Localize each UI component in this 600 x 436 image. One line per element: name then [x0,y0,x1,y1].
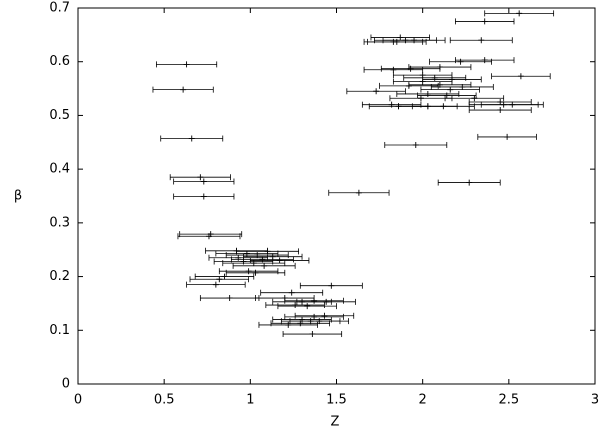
point [509,101,516,108]
y-tick-label: 0.3 [49,215,70,230]
point [304,303,311,310]
point [390,66,397,73]
point [207,231,214,238]
point [397,34,404,41]
x-axis-label: Z [331,415,340,430]
x-tick-label: 2 [419,393,427,408]
point [478,37,485,44]
point [497,99,504,105]
point [254,252,261,259]
plot-frame [77,7,596,385]
point [216,276,223,283]
point [517,73,524,80]
point [459,83,466,90]
point [388,101,395,108]
point [504,133,511,140]
point [447,86,454,93]
point [481,57,488,64]
y-tick-label: 0.5 [49,108,70,123]
point [373,88,380,95]
point [288,289,295,296]
point [311,297,318,304]
x-tick-label: 0.5 [154,393,175,408]
point [309,331,316,338]
point [390,38,397,45]
point [471,95,478,102]
point [285,321,292,328]
point [405,82,412,89]
point [235,254,242,261]
x-tick-label: 2.5 [498,393,519,408]
point [321,312,328,319]
point [245,268,252,275]
point [417,95,424,102]
y-tick-label: 0.1 [49,323,70,338]
point [250,260,257,267]
point [226,295,233,302]
x-tick-label: 3 [591,393,599,408]
x-tick-label: 1.5 [326,393,347,408]
y-axis-label: β [14,189,22,204]
point [323,298,330,305]
point [252,269,259,276]
point [466,179,473,186]
point [276,257,283,264]
point [180,86,187,93]
point [261,262,268,269]
x-tick-label: 1 [246,393,254,408]
point [481,18,488,25]
y-tick-label: 0.7 [49,1,70,16]
point [292,302,299,309]
point [200,178,207,185]
point [497,107,504,114]
point [328,282,335,289]
point [355,189,362,196]
point [424,90,431,97]
point [431,74,438,81]
y-tick-label: 0.6 [49,54,70,69]
point [412,141,419,148]
point [516,10,523,17]
point [457,58,464,65]
point [419,78,426,85]
point [200,193,207,200]
point [221,273,228,280]
point [212,281,219,288]
y-tick-label: 0 [62,377,70,392]
point [407,65,414,72]
point [311,313,318,320]
point [197,174,204,181]
y-tick-label: 0.2 [49,269,70,284]
x-tick-label: 0 [74,393,82,408]
point [411,37,418,44]
point [183,61,190,68]
point [440,103,447,110]
point [188,135,195,142]
y-tick-label: 0.4 [49,162,70,177]
